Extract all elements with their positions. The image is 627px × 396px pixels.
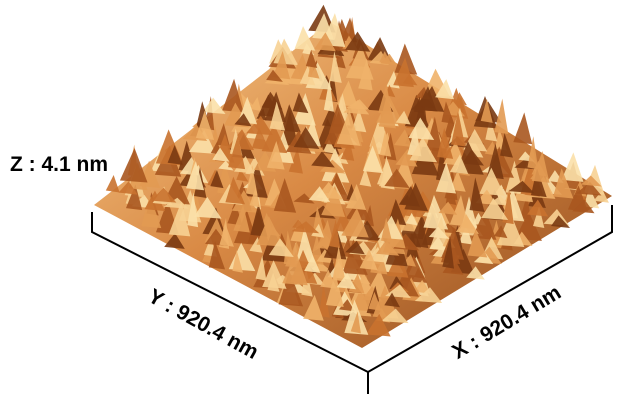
afm-figure: Z : 4.1 nm Y : 920.4 nm X : 920.4 nm: [0, 0, 627, 396]
peak: [513, 112, 532, 144]
peak: [106, 175, 120, 193]
y-label: Y : 920.4 nm: [144, 285, 262, 364]
z-label: Z : 4.1 nm: [10, 153, 108, 176]
peak: [120, 148, 148, 182]
